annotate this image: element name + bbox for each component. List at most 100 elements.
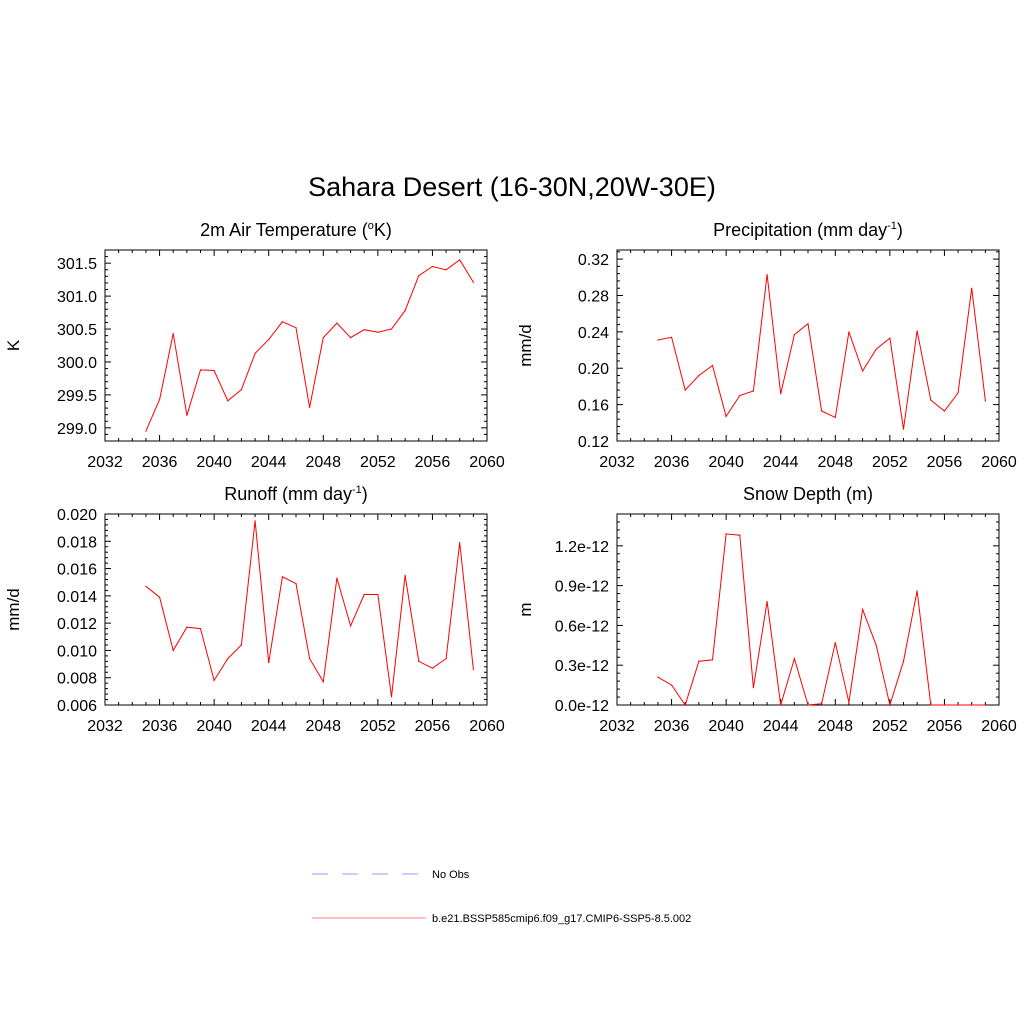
data-point [322, 681, 324, 683]
data-point [295, 582, 297, 585]
y-tick-label: 0.014 [57, 589, 97, 606]
data-point [199, 369, 202, 371]
y-tick-label: 0.020 [57, 507, 97, 524]
data-point [711, 659, 714, 661]
data-point [390, 328, 393, 330]
y-tick-label: 0.20 [578, 361, 609, 378]
data-point [418, 275, 420, 277]
data-point [240, 389, 243, 391]
chart-panel-1: 2m Air Temperature (oK) K 2032 2036 2040 2044… [4, 220, 505, 471]
data-point [377, 331, 379, 333]
x-tick-label: 2048 [305, 454, 341, 471]
data-point [309, 658, 311, 660]
panel-title-text: Precipitation (mm day [713, 220, 887, 240]
data-point [902, 660, 905, 662]
data-point [916, 590, 918, 592]
data-point [445, 658, 447, 660]
data-point [158, 398, 161, 401]
data-point [404, 309, 406, 312]
series-line [145, 520, 474, 697]
x-tick-label: 2052 [360, 454, 396, 471]
data-point [821, 410, 823, 412]
data-point [793, 657, 795, 660]
data-point [739, 394, 741, 397]
data-point [821, 703, 823, 705]
data-point [186, 626, 188, 628]
data-point [309, 406, 311, 409]
y-tick-label: 300.0 [57, 355, 97, 372]
data-point [363, 593, 365, 596]
y-tick-label: 0.28 [578, 288, 609, 305]
panel-title-suffix: K) [374, 220, 392, 240]
data-point [971, 704, 973, 706]
data-point [684, 704, 686, 706]
y-tick-label: 0.24 [578, 325, 609, 342]
data-point [418, 660, 420, 662]
panel-title-text: 2m Air Temperature ( [200, 220, 368, 240]
data-point [431, 667, 434, 669]
data-point [670, 336, 673, 338]
data-point [766, 600, 768, 603]
data-point [957, 704, 959, 706]
panel-title-superscript: -1 [887, 220, 897, 232]
chart-panel-3: Runoff (mm day-1) mm/d 2032 2036 2040 2044 204… [4, 484, 505, 735]
data-point [172, 649, 174, 652]
y-tick-label: 300.5 [57, 322, 97, 339]
x-tick-label: 2044 [251, 718, 287, 735]
panel-title-suffix: ) [897, 220, 903, 240]
x-tick-label: 2056 [927, 718, 963, 735]
data-point [834, 416, 836, 418]
data-point [227, 400, 229, 402]
data-point [752, 390, 755, 392]
x-tick-label: 2040 [708, 454, 744, 471]
x-tick-label: 2052 [872, 718, 908, 735]
data-point [472, 668, 474, 671]
data-point [459, 259, 461, 261]
x-tick-label: 2036 [142, 454, 178, 471]
data-point [322, 336, 324, 339]
x-tick-label: 2032 [599, 454, 635, 471]
data-point [336, 577, 338, 579]
y-tick-label: 0.006 [57, 698, 97, 715]
data-point [807, 323, 809, 325]
data-point [889, 337, 891, 339]
data-point [404, 574, 406, 576]
y-tick-label: 299.5 [57, 388, 97, 405]
data-point [766, 273, 768, 276]
data-point [861, 608, 864, 611]
series-line [657, 533, 986, 707]
y-tick-label: 0.6e-12 [555, 618, 609, 635]
y-tick-label: 0.012 [57, 616, 97, 633]
plot-frame [616, 513, 1000, 706]
x-tick-label: 2044 [763, 718, 799, 735]
chart-panel-4: Snow Depth (m) m 2032 2036 2040 2044 2048 2052 2… [516, 484, 1017, 735]
x-tick-label: 2044 [763, 454, 799, 471]
data-point [240, 644, 243, 646]
data-point [377, 593, 379, 596]
data-point [889, 704, 891, 706]
x-tick-label: 2060 [981, 454, 1017, 471]
data-point [793, 333, 795, 336]
panel-title: Snow Depth (m) [743, 484, 873, 504]
x-tick-label: 2040 [196, 718, 232, 735]
y-tick-label: 0.008 [57, 671, 97, 688]
x-tick-label: 2056 [415, 718, 451, 735]
data-point [431, 265, 434, 268]
x-tick-label: 2060 [981, 718, 1017, 735]
data-point [363, 329, 365, 331]
data-point [254, 520, 256, 522]
data-point [848, 331, 850, 333]
data-point [145, 430, 147, 432]
panel-title: 2m Air Temperature (oK) [200, 220, 392, 240]
data-point [725, 533, 727, 535]
data-point [281, 321, 283, 323]
data-point [916, 330, 918, 332]
data-point [172, 333, 174, 335]
y-axis-label: K [4, 339, 23, 351]
data-point [780, 704, 782, 706]
y-tick-label: 0.018 [57, 534, 97, 551]
data-point [875, 348, 877, 350]
data-point [657, 339, 659, 341]
y-tick-label: 0.016 [57, 562, 97, 579]
data-point [943, 410, 946, 412]
